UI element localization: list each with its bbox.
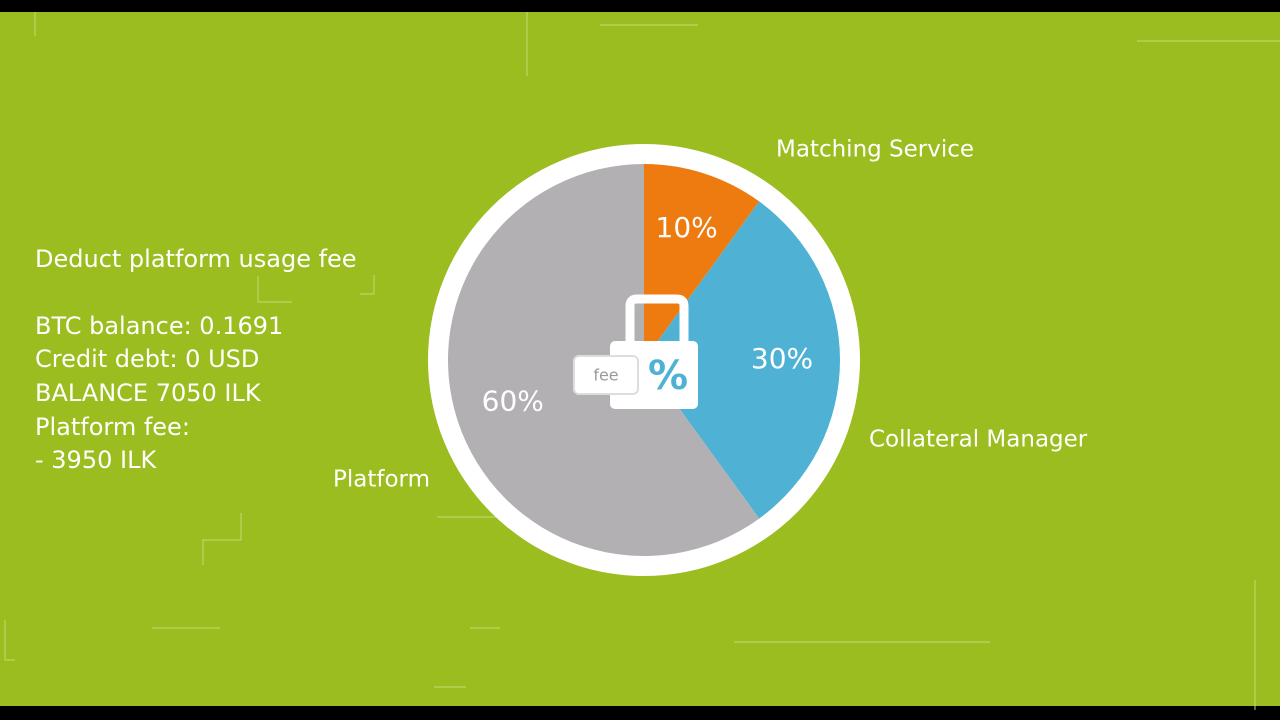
annotation: - 3950 ILK bbox=[35, 446, 157, 474]
pie-slice bbox=[644, 201, 841, 519]
annotation: BALANCE 7050 ILK bbox=[35, 379, 262, 407]
category-label: Platform bbox=[333, 467, 430, 493]
value-label: 10% bbox=[656, 211, 718, 244]
category-label: Collateral Manager bbox=[869, 427, 1088, 453]
icon-fee: fee bbox=[593, 366, 618, 385]
annotation: Platform fee: bbox=[35, 413, 190, 441]
value-label: 30% bbox=[751, 342, 813, 375]
annotation: Deduct platform usage fee bbox=[35, 245, 357, 273]
lock-icon bbox=[573, 294, 698, 409]
pie-slice bbox=[644, 164, 760, 360]
value-label: 60% bbox=[482, 385, 544, 418]
decoration bbox=[4, 12, 1280, 710]
annotation: Credit debt: 0 USD bbox=[35, 345, 259, 373]
icon-percent: % bbox=[648, 353, 688, 399]
annotation: BTC balance: 0.1691 bbox=[35, 312, 283, 340]
category-label: Matching Service bbox=[776, 137, 974, 163]
